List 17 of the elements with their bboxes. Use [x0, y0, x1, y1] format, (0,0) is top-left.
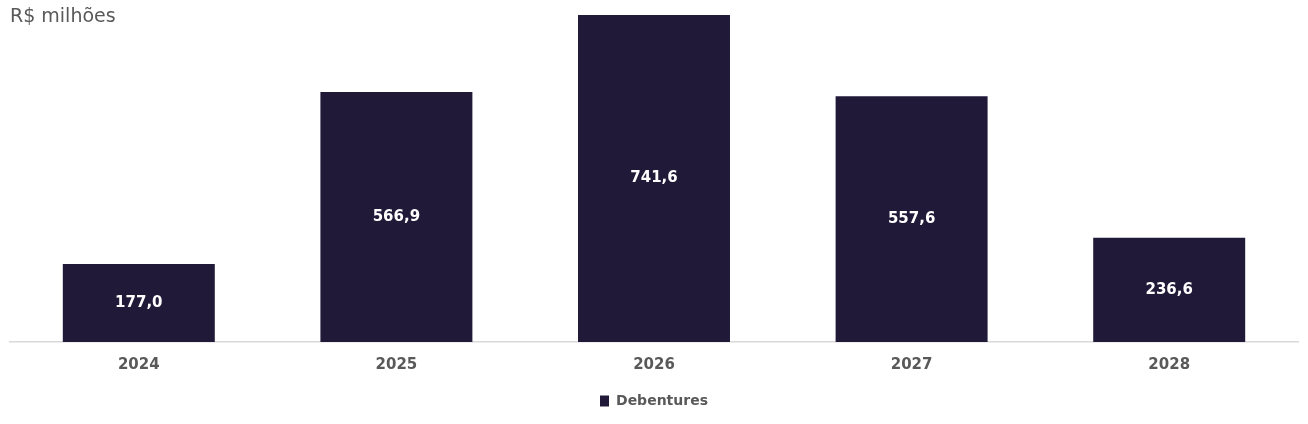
chart-subtitle: R$ milhões	[10, 4, 116, 26]
data-label: 557,6	[887, 208, 936, 227]
data-label: 741,6	[630, 168, 678, 187]
x-tick-label: 2025	[375, 354, 418, 373]
data-label: 566,9	[372, 206, 421, 225]
x-tick-label: 2026	[633, 354, 675, 373]
bar	[320, 92, 473, 342]
bar	[578, 15, 730, 342]
x-tick-label: 2028	[1148, 354, 1191, 373]
legend-label: Debentures	[616, 391, 708, 408]
x-tick-label: 2027	[890, 354, 933, 373]
x-tick-label: 2024	[117, 354, 160, 373]
data-label: 236,6	[1145, 279, 1193, 298]
bar	[62, 263, 215, 342]
bar	[1093, 237, 1246, 342]
data-label: 177,0	[115, 292, 163, 311]
bar	[835, 96, 988, 342]
